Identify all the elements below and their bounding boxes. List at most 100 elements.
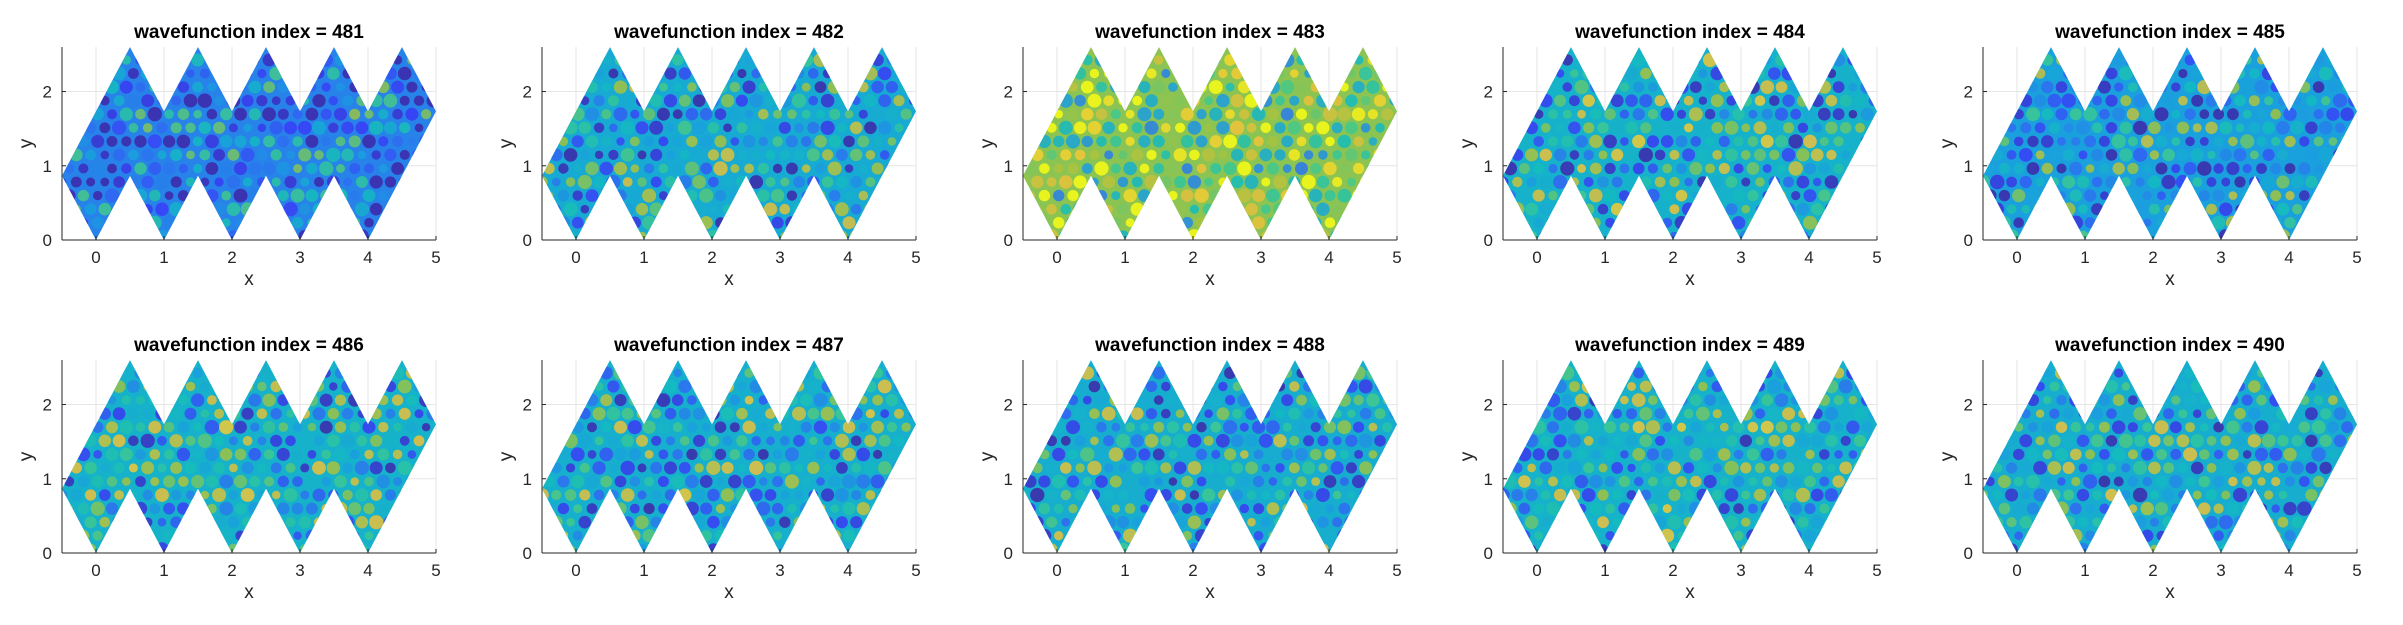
field-cell (1339, 477, 1349, 486)
field-cell (1819, 449, 1830, 460)
field-cell (321, 136, 331, 146)
field-cell (1705, 368, 1715, 378)
field-cell (2018, 460, 2033, 475)
field-cell (851, 462, 862, 473)
field-cell (872, 136, 883, 147)
field-cell (629, 503, 640, 514)
field-cell (2099, 163, 2110, 174)
field-cell (1833, 422, 1844, 433)
field-cell (1332, 517, 1343, 528)
field-cell (2242, 476, 2253, 487)
field-cell (1741, 177, 1751, 187)
field-cell (836, 462, 848, 474)
field-cell (744, 395, 754, 405)
field-cell (2120, 408, 2132, 420)
field-cell (163, 502, 176, 515)
field-cell (312, 94, 326, 108)
field-cell (126, 93, 141, 108)
field-cell (1833, 395, 1844, 406)
field-cell (2261, 175, 2276, 189)
field-cell (357, 150, 367, 160)
field-cell (1046, 203, 1057, 215)
field-cell (871, 162, 884, 175)
field-cell (1325, 136, 1335, 147)
field-cell (784, 474, 800, 489)
field-cell (334, 475, 347, 488)
field-cell (670, 474, 685, 489)
field-cell (650, 461, 663, 474)
field-cell (620, 488, 635, 502)
field-cell (147, 107, 162, 122)
field-cell (1620, 137, 1629, 146)
field-cell (800, 421, 812, 433)
field-cell (657, 476, 669, 487)
field-cell (263, 135, 276, 148)
field-cell (2112, 54, 2125, 66)
field-cell (135, 449, 146, 460)
field-cell (865, 409, 876, 419)
field-cell (749, 460, 764, 475)
field-cell (177, 108, 190, 120)
field-cell (1769, 463, 1780, 473)
field-cell (649, 94, 663, 108)
field-cell (1697, 435, 1708, 446)
field-cell (2234, 176, 2246, 188)
field-cell (1201, 148, 1216, 162)
field-cell (1712, 435, 1723, 446)
field-cell (614, 447, 627, 461)
field-cell (1266, 420, 1280, 435)
field-cell (644, 476, 654, 487)
field-cell (1620, 395, 1629, 405)
field-cell (1352, 81, 1365, 94)
field-cell (349, 449, 360, 460)
field-cell (1689, 447, 1703, 461)
field-cell (1252, 475, 1265, 488)
field-cell (1705, 137, 1715, 146)
field-cell (1138, 448, 1151, 461)
field-cell (2248, 122, 2260, 134)
field-cell (1353, 136, 1364, 147)
field-cell (620, 460, 635, 476)
field-cell (2154, 107, 2169, 122)
field-cell (343, 177, 352, 187)
field-cell (1632, 108, 1645, 121)
field-cell (736, 435, 748, 447)
field-cell (1639, 380, 1652, 393)
field-cell (1540, 435, 1552, 447)
field-cell (1175, 409, 1185, 419)
field-cell (2041, 108, 2054, 120)
field-cell (2027, 135, 2039, 148)
field-cell (1168, 395, 1178, 405)
field-cell (2298, 448, 2311, 461)
field-cell (257, 436, 267, 446)
field-cell (600, 136, 612, 147)
field-cell (1732, 475, 1745, 488)
field-cell (214, 408, 225, 419)
field-cell (1118, 150, 1128, 160)
field-cell (1560, 161, 1575, 176)
field-cell (283, 121, 298, 135)
x-tick-label: 1 (159, 561, 168, 580)
x-tick-label: 0 (1532, 561, 1541, 580)
field-cell (2206, 203, 2217, 215)
field-cell (1310, 162, 1322, 175)
field-cell (757, 162, 769, 175)
field-cell (814, 135, 827, 148)
field-cell (1288, 149, 1301, 161)
field-cell (664, 407, 677, 420)
field-cell (78, 163, 89, 174)
field-cell (312, 407, 326, 421)
field-cell (2327, 421, 2339, 434)
field-cell (744, 368, 754, 378)
field-cell (792, 406, 806, 421)
field-cell (1788, 134, 1803, 149)
field-cell (707, 122, 720, 134)
field-cell (1719, 422, 1729, 432)
y-tick-label: 2 (1964, 396, 1973, 415)
field-cell (758, 422, 768, 432)
field-cell (1555, 123, 1565, 133)
field-cell (2057, 477, 2066, 486)
field-cell (256, 408, 268, 420)
field-cell (1676, 448, 1687, 460)
field-cell (1252, 189, 1266, 203)
